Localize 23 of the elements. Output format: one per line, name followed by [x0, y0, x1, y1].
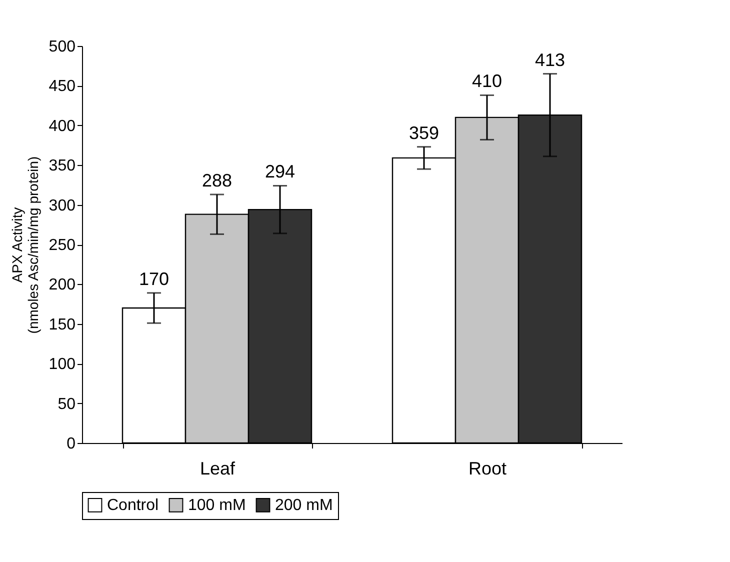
- legend-label: 100 mM: [188, 497, 246, 514]
- x-tick-label: Root: [468, 458, 507, 478]
- data-label: 294: [264, 162, 296, 182]
- x-tick-label: Leaf: [200, 458, 236, 478]
- legend-label: 200 mM: [275, 497, 333, 514]
- y-tick-label: 450: [48, 78, 76, 96]
- data-label: 359: [408, 122, 440, 143]
- y-tick-label: 150: [48, 316, 76, 334]
- y-tick-label: 250: [48, 237, 76, 254]
- y-tick-label: 100: [48, 356, 76, 374]
- y-tick-label: 200: [48, 276, 76, 294]
- y-tick-label: 400: [48, 118, 76, 135]
- legend-label: Control: [107, 497, 159, 514]
- y-axis-title: APX Activity (nmoles Asc/min/mg protein): [8, 156, 41, 334]
- y-tick-label: 50: [58, 396, 76, 413]
- y-tick-label: 500: [48, 38, 76, 56]
- data-label: 288: [202, 170, 232, 190]
- data-label: 413: [534, 50, 566, 70]
- data-label: 410: [472, 71, 502, 92]
- y-tick-label: 300: [48, 197, 76, 214]
- y-tick-label: 350: [48, 158, 76, 175]
- data-label: 170: [138, 268, 170, 289]
- y-tick-label: 0: [66, 436, 76, 452]
